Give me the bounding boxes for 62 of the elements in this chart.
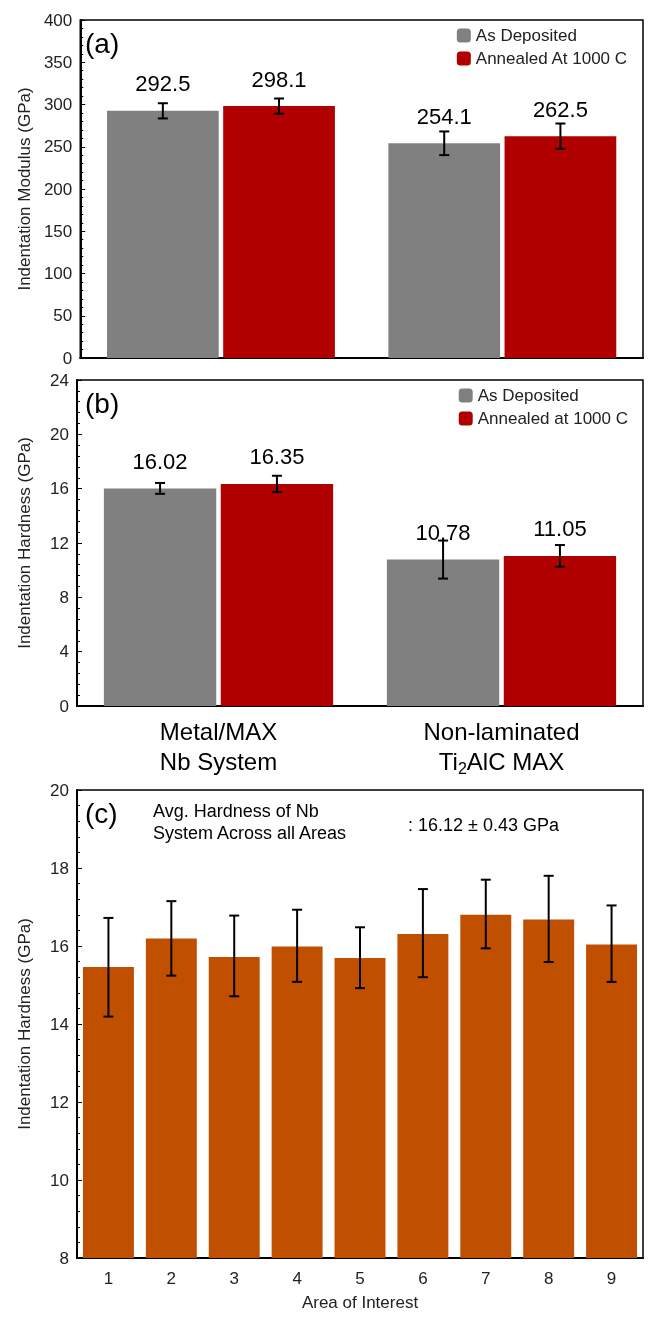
- y-tick-label: 0: [62, 348, 73, 368]
- bar: [504, 136, 617, 358]
- x-tick-label: 5: [355, 1268, 365, 1288]
- bar: [106, 110, 219, 358]
- legend-label: As Deposited: [477, 386, 579, 405]
- data-label: 11.05: [533, 516, 587, 542]
- y-tick-label: 4: [59, 642, 69, 662]
- y-tick-label: 20: [50, 424, 69, 444]
- y-axis-title: Indentation Modulus (GPa): [15, 87, 34, 291]
- bar: [386, 559, 500, 706]
- x-tick-label: 7: [481, 1268, 491, 1288]
- y-tick-label: 400: [43, 10, 73, 30]
- x-tick-label: 1: [103, 1268, 114, 1288]
- data-label: 298.1: [251, 66, 307, 92]
- y-tick-label: 150: [43, 221, 73, 241]
- data-label: 292.5: [135, 71, 191, 97]
- x-tick-label: 8: [543, 1268, 554, 1288]
- y-tick-label: 10: [50, 1170, 69, 1190]
- y-tick-label: 8: [59, 587, 69, 607]
- x-tick-label: Metal/MAX Nb System: [159, 717, 278, 775]
- bar: [220, 483, 334, 706]
- x-tick-label: 2: [166, 1268, 177, 1288]
- data-label: 16.35: [249, 444, 305, 470]
- bar: [223, 106, 335, 358]
- x-tick-label: 3: [229, 1268, 239, 1288]
- data-label: 262.5: [532, 96, 588, 122]
- y-tick-label: 14: [50, 1014, 69, 1034]
- bar: [103, 488, 217, 706]
- bar: [503, 555, 617, 706]
- x-tick-label: 6: [418, 1268, 428, 1288]
- y-tick-label: 0: [59, 696, 69, 716]
- y-tick-label: 24: [50, 370, 69, 390]
- annotation: : 16.12 ± 0.43 GPa: [408, 815, 560, 835]
- y-tick-label: 16: [50, 479, 69, 499]
- chart-title: (b): [85, 387, 120, 419]
- y-tick-label: 18: [50, 858, 69, 878]
- annotation: Avg. Hardness of Nb System Across all Areas: [153, 801, 347, 843]
- legend-label: As Deposited: [475, 26, 577, 45]
- legend-label: Annealed at 1000 C: [477, 409, 629, 428]
- x-tick-label: 4: [292, 1268, 302, 1288]
- y-axis-title: Indentation Hardness (GPa): [15, 918, 34, 1130]
- y-tick-label: 350: [43, 52, 73, 72]
- chart-title: (a): [85, 27, 120, 59]
- y-tick-label: 300: [43, 95, 73, 114]
- y-tick-label: 100: [43, 264, 73, 283]
- y-tick-label: 20: [50, 780, 69, 800]
- y-tick-label: 8: [59, 1248, 69, 1268]
- x-axis-title: Area of Interest: [301, 1293, 419, 1312]
- y-tick-label: 250: [43, 137, 73, 157]
- y-axis-title: Indentation Hardness (GPa): [15, 437, 34, 649]
- x-tick-label: 9: [606, 1268, 617, 1288]
- data-label: 16.02: [132, 448, 188, 474]
- data-label: 254.1: [416, 103, 472, 129]
- y-tick-label: 50: [53, 306, 73, 326]
- y-tick-label: 200: [43, 179, 73, 199]
- legend-label: Annealed At 1000 C: [475, 49, 628, 68]
- data-label: 10.78: [415, 520, 471, 546]
- y-tick-label: 12: [50, 1092, 69, 1112]
- y-tick-label: 16: [50, 936, 69, 956]
- bar: [388, 143, 501, 358]
- chart-title: (c): [85, 797, 118, 829]
- y-tick-label: 12: [50, 533, 69, 553]
